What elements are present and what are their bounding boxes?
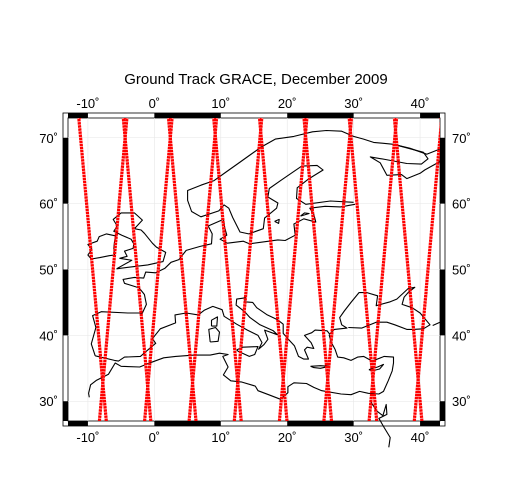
lat-tick-label-left: 30˚ (39, 394, 58, 409)
lon-tick-label-bottom: 10˚ (211, 430, 230, 445)
lat-tick-label-left: 70˚ (39, 131, 58, 146)
frame-bar-bottom (420, 421, 440, 426)
lat-tick-label-right: 40˚ (452, 328, 471, 343)
frame-bar-top (420, 113, 440, 118)
lat-tick-label-right: 70˚ (452, 131, 471, 146)
ground-track-descending (232, 118, 264, 421)
coastline-segment (90, 203, 356, 356)
lat-tick-label-left: 60˚ (39, 197, 58, 212)
ground-track-ascending (166, 118, 198, 421)
frame-bar-right (440, 137, 445, 204)
lat-tick-label-left: 50˚ (39, 263, 58, 278)
frame-bar-right (440, 269, 445, 336)
coastline-segment (393, 143, 441, 155)
ground-track-descending (97, 118, 129, 421)
lon-tick-label-bottom: -10˚ (76, 430, 99, 445)
coastline-segment (274, 218, 280, 224)
ground-track-descending (143, 118, 174, 421)
lon-tick-label-bottom: 30˚ (344, 430, 363, 445)
ground-track-descending (367, 118, 399, 421)
frame-bar-right (440, 401, 445, 421)
frame-bar-top (287, 113, 354, 118)
lon-tick-label-top: 30˚ (344, 96, 363, 111)
map-title: Ground Track GRACE, December 2009 (124, 71, 387, 88)
lat-tick-label-left: 40˚ (39, 328, 58, 343)
ground-track-descending (322, 118, 354, 421)
lon-tick-label-top: 20˚ (278, 96, 297, 111)
ground-track-ascending (212, 118, 243, 421)
frame-bar-top (154, 113, 221, 118)
lat-tick-label-right: 50˚ (452, 263, 471, 278)
coastline-segment (208, 326, 221, 343)
lon-tick-label-bottom: 40˚ (411, 430, 430, 445)
frame-bar-top (68, 113, 88, 118)
lon-tick-label-top: 0˚ (149, 96, 161, 111)
lat-tick-label-right: 30˚ (452, 394, 471, 409)
axis-labels: -10˚ -10˚ 0˚ 0˚ 10˚ 10˚ 20˚ 20˚ 30˚ 30˚ 40˚ 40˚ 30˚ 3… (39, 96, 471, 445)
ground-track-descending (277, 118, 309, 421)
coastline-segment (432, 321, 441, 327)
coastline-segment (112, 212, 167, 270)
lon-tick-label-bottom: 0˚ (149, 430, 161, 445)
frame-bar-left (63, 269, 68, 336)
frame-bar-left (63, 137, 68, 204)
lon-tick-label-top: -10˚ (76, 96, 99, 111)
frame-bar-bottom (154, 421, 221, 426)
coastline-segment (310, 365, 330, 369)
coastline-segment (210, 316, 219, 327)
frame-bar-bottom (68, 421, 88, 426)
lon-tick-label-top: 40˚ (411, 96, 430, 111)
frame-bar-left (63, 401, 68, 421)
ground-tracks (77, 118, 440, 421)
coastline-segment (300, 212, 310, 217)
lat-tick-label-right: 60˚ (452, 197, 471, 212)
ground-track-descending (412, 120, 440, 421)
coastline-segment (187, 129, 441, 235)
coastline-segment (236, 346, 259, 357)
ground-track-ascending (77, 118, 108, 421)
coastline-segment (369, 400, 391, 448)
lon-tick-label-bottom: 20˚ (278, 430, 297, 445)
lon-tick-label-top: 10˚ (211, 96, 230, 111)
ground-track-descending (187, 118, 219, 421)
frame-bar-bottom (287, 421, 354, 426)
ground-track-ascending (121, 118, 153, 421)
